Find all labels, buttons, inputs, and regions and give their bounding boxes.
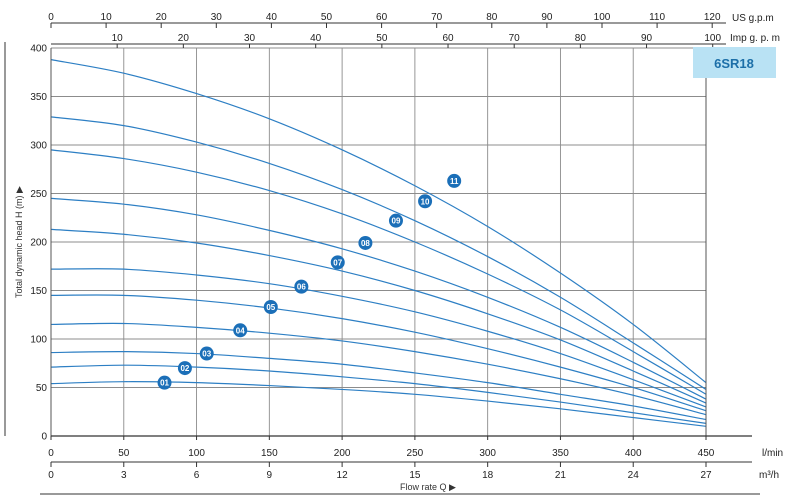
curve-badge-label-03: 03 [202,350,211,359]
pump-curve-03 [50,350,707,421]
unit-label-usgpm: US g.p.m [732,13,774,24]
curve-badge-label-07: 07 [333,258,342,267]
x-tick-label-lmin: 250 [407,448,424,459]
y-tick-label: 350 [30,92,47,103]
x-tick-label-impgpm: 50 [376,33,388,44]
x-tick-label-usgpm: 90 [541,12,553,23]
x-tick-label-impgpm: 70 [509,33,521,44]
curve-labels: 01 02 03 04 05 06 07 08 09 10 11 [157,173,462,390]
curve-badge-label-09: 09 [392,217,401,226]
x-tick-label-lmin: 100 [188,448,205,459]
x-tick-label-m3h: 9 [267,470,273,481]
x-tick-label-impgpm: 10 [112,33,124,44]
x-tick-label-usgpm: 10 [101,12,113,23]
x-tick-label-impgpm: 80 [575,33,587,44]
curve-badge-label-06: 06 [297,283,306,292]
x-tick-label-m3h: 27 [700,470,712,481]
x-tick-label-m3h: 21 [555,470,567,481]
x-tick-label-impgpm: 90 [641,33,653,44]
grid [51,47,706,436]
curve-badge-label-10: 10 [421,197,430,206]
pump-curve-07 [50,228,707,404]
pump-curve-11 [50,59,707,384]
curve-badge-03 [199,346,214,361]
x-tick-label-lmin: 400 [625,448,642,459]
x-tick-label-lmin: 0 [48,448,54,459]
x-tick-label-lmin: 450 [698,448,715,459]
curve-badge-11 [447,173,462,188]
curve-badge-label-02: 02 [180,364,189,373]
x-tick-label-m3h: 24 [628,470,640,481]
y-axis-title: Total dynamic head H (m) ▶ [14,186,24,298]
pump-curve-06 [50,268,707,408]
y-tick-label: 0 [41,432,47,443]
y-tick-label: 200 [30,238,47,249]
y-tick-label: 150 [30,286,47,297]
pump-curve-09 [50,149,707,395]
x-tick-label-lmin: 200 [334,448,351,459]
curve-badge-10 [418,194,433,209]
x-tick-label-usgpm: 120 [704,12,721,23]
x-tick-label-usgpm: 80 [486,12,498,23]
x-tick-label-m3h: 12 [337,470,349,481]
model-label-background [693,47,776,78]
curve-badge-07 [330,255,345,270]
pump-curve-10 [50,116,707,390]
x-tick-label-m3h: 18 [482,470,494,481]
y-tick-label: 100 [30,335,47,346]
x-tick-label-m3h: 0 [48,470,54,481]
curve-badge-01 [157,375,172,390]
pump-curve-04 [50,322,707,416]
curve-badge-05 [263,299,278,314]
x-tick-label-usgpm: 60 [376,12,388,23]
curve-badge-02 [177,361,192,376]
x-tick-label-impgpm: 100 [704,33,721,44]
curve-badge-09 [388,213,403,228]
model-label-box: 6SR18 [693,47,776,78]
x-tick-label-usgpm: 20 [156,12,168,23]
y-tick-label: 50 [36,383,48,394]
x-tick-label-impgpm: 40 [310,33,322,44]
x-tick-label-usgpm: 30 [211,12,223,23]
curve-badge-label-04: 04 [236,326,245,335]
curve-badge-label-05: 05 [266,303,275,312]
curve-badge-label-11: 11 [450,177,459,186]
x-tick-label-lmin: 300 [479,448,496,459]
x-tick-label-lmin: 350 [552,448,569,459]
x-tick-label-lmin: 150 [261,448,278,459]
x-tick-label-usgpm: 0 [48,12,54,23]
x-tick-label-impgpm: 20 [178,33,190,44]
x-tick-label-m3h: 3 [121,470,127,481]
x-tick-label-usgpm: 70 [431,12,443,23]
x-tick-label-usgpm: 50 [321,12,333,23]
x-tick-label-usgpm: 110 [649,12,665,23]
curve-badge-label-01: 01 [160,379,169,388]
x-tick-label-m3h: 6 [194,470,200,481]
pump-curve-01 [50,381,707,427]
x-tick-label-impgpm: 30 [244,33,256,44]
curve-badge-04 [233,323,248,338]
curve-badge-label-08: 08 [361,239,370,248]
y-tick-label: 250 [30,189,47,200]
x-tick-label-lmin: 50 [118,448,130,459]
unit-label-lmin: l/min [762,448,783,459]
x-axis-title: Flow rate Q ▶ [400,482,456,492]
curve-badge-08 [358,235,373,250]
model-label: 6SR18 [714,56,754,71]
unit-label-impgpm: Imp g. p. m [730,33,780,44]
pump-curve-08 [50,197,707,400]
x-tick-label-impgpm: 60 [442,33,454,44]
pump-curves [50,59,707,427]
curve-badge-06 [294,279,309,294]
unit-label-m3h: m³/h [759,470,779,481]
pump-curve-02 [50,364,707,424]
pump-curve-05 [50,294,707,412]
y-tick-label: 300 [30,141,47,152]
x-tick-label-usgpm: 100 [594,12,611,23]
x-tick-label-m3h: 15 [409,470,421,481]
y-tick-label: 400 [30,44,47,55]
x-tick-label-usgpm: 40 [266,12,278,23]
